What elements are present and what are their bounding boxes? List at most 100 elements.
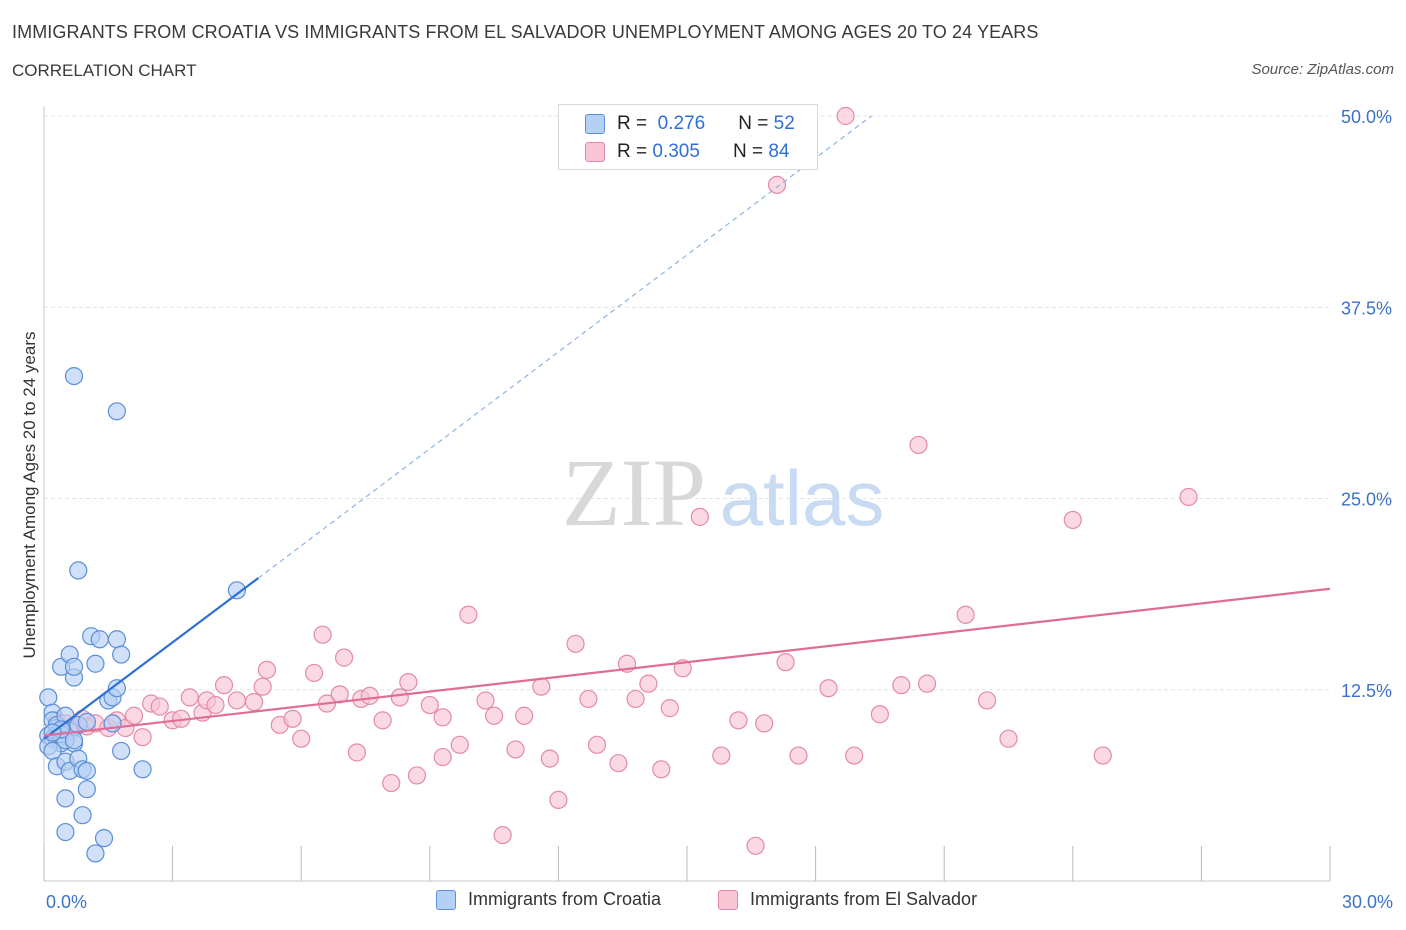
- elsalvador-point: [999, 729, 1018, 748]
- elsalvador-point: [450, 735, 469, 754]
- elsalvador-point: [313, 625, 332, 644]
- croatia-point: [56, 789, 75, 808]
- chart-subtitle: CORRELATION CHART: [12, 61, 197, 80]
- croatia-n-value: 52: [773, 113, 795, 134]
- elsalvador-point: [845, 746, 864, 765]
- elsalvador-point: [292, 729, 311, 748]
- elsalvador-point: [304, 663, 324, 683]
- croatia-point: [77, 712, 96, 731]
- legend-row-croatia: R = 0.276 N = 52: [585, 112, 795, 136]
- bottom-legend-elsalvador: Immigrants from El Salvador: [718, 889, 977, 910]
- elsalvador-point: [1093, 746, 1112, 765]
- elsalvador-point: [977, 691, 997, 710]
- elsalvador-point: [515, 706, 534, 725]
- croatia-n-label: N =: [738, 113, 769, 134]
- y-tick-label: 37.5%: [1341, 298, 1392, 318]
- elsalvador-point: [420, 695, 439, 715]
- croatia-point: [107, 402, 126, 421]
- elsalvador-point: [1063, 510, 1082, 530]
- watermark-zip: ZIP: [562, 439, 706, 546]
- elsalvador-point: [626, 689, 645, 709]
- elsalvador-point: [253, 677, 272, 696]
- elsalvador-point: [373, 711, 392, 730]
- elsalvador-point: [506, 740, 525, 759]
- croatia-trend-extension: [257, 115, 872, 579]
- elsalvador-point: [892, 676, 911, 695]
- elsalvador-point: [133, 728, 152, 747]
- croatia-point: [112, 645, 131, 664]
- y-tick-label: 25.0%: [1341, 490, 1392, 510]
- elsalvador-point: [532, 677, 551, 696]
- elsalvador-point: [382, 773, 401, 793]
- elsalvador-point: [150, 697, 169, 716]
- correlation-legend: R = 0.276 N = 52 R = 0.305 N = 84: [558, 104, 818, 170]
- elsalvador-point: [729, 711, 748, 730]
- elsalvador-point: [566, 634, 585, 653]
- tick-labels: 12.5% 25.0% 37.5% 50.0% 0.0% 30.0%: [46, 107, 1393, 912]
- croatia-point: [90, 630, 109, 649]
- elsalvador-point: [870, 705, 890, 724]
- elsalvador-point: [283, 709, 302, 728]
- croatia-point: [64, 367, 84, 386]
- elsalvador-point: [540, 749, 559, 768]
- elsalvador-point: [579, 689, 598, 709]
- elsalvador-point: [390, 688, 409, 707]
- elsalvador-point: [459, 605, 478, 624]
- elsalvador-point: [1179, 487, 1198, 507]
- croatia-point: [77, 780, 96, 799]
- croatia-r-label: R =: [617, 113, 648, 134]
- croatia-point: [69, 561, 88, 580]
- elsalvador-point: [347, 743, 367, 762]
- elsalvador-point: [690, 507, 709, 526]
- croatia-trend-line: [43, 577, 259, 740]
- y-axis-title: Unemployment Among Ages 20 to 24 years: [20, 331, 39, 659]
- bottom-croatia-swatch: [436, 889, 456, 910]
- bottom-croatia-label: Immigrants from Croatia: [468, 889, 662, 909]
- elsalvador-trend-line: [43, 587, 1331, 737]
- croatia-point: [107, 679, 126, 698]
- elsalvador-point: [549, 790, 568, 810]
- croatia-point: [73, 806, 92, 825]
- grid-lines: [44, 115, 1330, 691]
- elsalvador-point: [206, 695, 225, 715]
- bottom-elsalvador-label: Immigrants from El Salvador: [750, 889, 978, 909]
- croatia-point: [39, 688, 58, 707]
- elsalvador-point: [652, 760, 671, 779]
- elsalvador-point: [493, 825, 512, 845]
- elsalvador-point: [755, 714, 774, 733]
- elsalvador-point: [917, 674, 937, 693]
- elsalvador-point: [819, 679, 838, 698]
- watermark-atlas: atlas: [720, 454, 885, 542]
- elsalvador-point: [407, 766, 427, 785]
- elsalvador-point: [180, 688, 199, 707]
- elsalvador-point: [909, 435, 928, 455]
- croatia-point: [64, 657, 84, 676]
- trend-lines: [43, 115, 1331, 740]
- legend-row-elsalvador: R = 0.305 N = 84: [585, 140, 789, 164]
- croatia-point: [56, 822, 75, 842]
- elsalvador-point: [660, 699, 679, 718]
- elsalvador-point: [214, 676, 234, 695]
- elsalvador-point: [485, 706, 504, 725]
- croatia-point: [86, 654, 105, 673]
- series-croatia: [39, 367, 246, 863]
- croatia-swatch: [585, 114, 605, 134]
- elsalvador-point: [767, 175, 787, 194]
- elsalvador-point: [257, 660, 277, 679]
- elsalvador-point: [776, 653, 795, 672]
- elsalvador-point: [789, 746, 808, 765]
- elsalvador-point: [399, 672, 418, 692]
- watermark: ZIP atlas: [562, 439, 884, 546]
- bottom-legend-croatia: Immigrants from Croatia: [436, 889, 661, 910]
- croatia-point: [64, 731, 84, 750]
- series-elsalvador: [47, 106, 1198, 855]
- elsalvador-point: [227, 691, 246, 710]
- elsalvador-point: [334, 648, 354, 667]
- elsalvador-point: [712, 746, 731, 765]
- x-tick-label: 0.0%: [46, 892, 87, 912]
- croatia-point: [107, 630, 126, 649]
- elsalvador-point: [836, 106, 855, 126]
- croatia-point: [112, 741, 131, 761]
- elsalvador-point: [360, 686, 379, 705]
